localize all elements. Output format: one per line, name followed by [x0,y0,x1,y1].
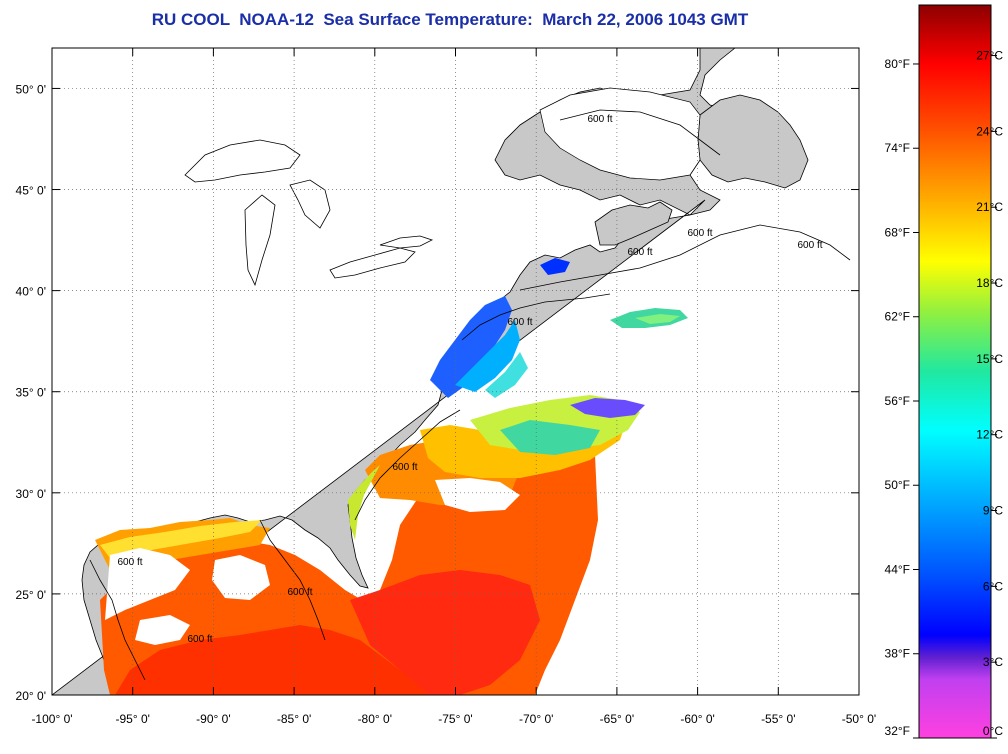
lon-tick-label: -80° 0' [358,712,392,726]
lon-tick-label: -95° 0' [115,712,149,726]
fahrenheit-label: 44°F [885,562,910,576]
isobath-label: 600 ft [117,557,142,568]
lon-tick-label: -85° 0' [277,712,311,726]
lon-tick-label: -70° 0' [519,712,553,726]
lon-tick-label: -75° 0' [438,712,472,726]
lon-tick-label: -55° 0' [761,712,795,726]
lat-tick-label: 50° 0' [16,82,46,96]
celsius-label: 24°C [976,124,1003,138]
fahrenheit-label: 50°F [885,478,910,492]
colorbar-labels: 0°C 3°C 6°C 9°C 12°C 15°C 18°C 21°C 24°C 27°C 32°F… [885,49,1003,739]
colorbar [918,4,992,739]
lon-tick-label: -65° 0' [600,712,634,726]
lon-tick-label: -50° 0' [842,712,876,726]
land-nova-scotia [594,201,673,246]
lon-tick-label: -60° 0' [680,712,714,726]
fahrenheit-label: 80°F [885,57,910,71]
isobath-label: 600 ft [507,317,532,328]
isobath-label: 600 ft [797,240,822,251]
celsius-label: 3°C [983,655,1003,669]
isobath-label: 600 ft [627,247,652,258]
celsius-label: 6°C [983,579,1003,593]
lon-tick-label: -90° 0' [196,712,230,726]
gulf-st-lawrence [539,87,701,181]
celsius-label: 18°C [976,276,1003,290]
celsius-label: 12°C [976,428,1003,442]
isobath-label: 600 ft [187,634,212,645]
great-lakes [184,139,434,287]
isobath-label: 600 ft [392,462,417,473]
map-title: RU COOL NOAA-12 Sea Surface Temperature:… [151,10,749,29]
fahrenheit-label: 62°F [885,310,910,324]
fahrenheit-label: 68°F [885,225,910,239]
isobath-contours [89,109,851,681]
fahrenheit-label: 32°F [885,724,910,738]
fahrenheit-label: 38°F [885,647,910,661]
celsius-label: 0°C [983,724,1003,738]
celsius-label: 9°C [983,504,1003,518]
map-layers [52,48,859,695]
celsius-label: 27°C [976,49,1003,63]
celsius-label: 21°C [976,200,1003,214]
contour-labels: 600 ft 600 ft 600 ft 600 ft 600 ft 600 ft 600 … [117,114,822,645]
lon-tick-label: -100° 0' [31,712,72,726]
graticule [52,48,859,695]
celsius-label: 15°C [976,352,1003,366]
isobath-label: 600 ft [687,228,712,239]
fahrenheit-label: 56°F [885,394,910,408]
lat-tick-label: 20° 0' [16,689,46,703]
lat-tick-label: 25° 0' [16,588,46,602]
fahrenheit-label: 74°F [885,141,910,155]
land-newfoundland [697,94,809,189]
isobath-label: 600 ft [287,587,312,598]
lat-tick-label: 45° 0' [16,184,46,198]
sst-data-layer [95,258,688,695]
lat-tick-label: 40° 0' [16,285,46,299]
isobath-label: 600 ft [587,114,612,125]
lat-tick-label: 35° 0' [16,386,46,400]
lat-tick-label: 30° 0' [16,487,46,501]
map-axes: -100° 0' -95° 0' -90° 0' -85° 0' -80° 0' -75°… [16,48,876,726]
